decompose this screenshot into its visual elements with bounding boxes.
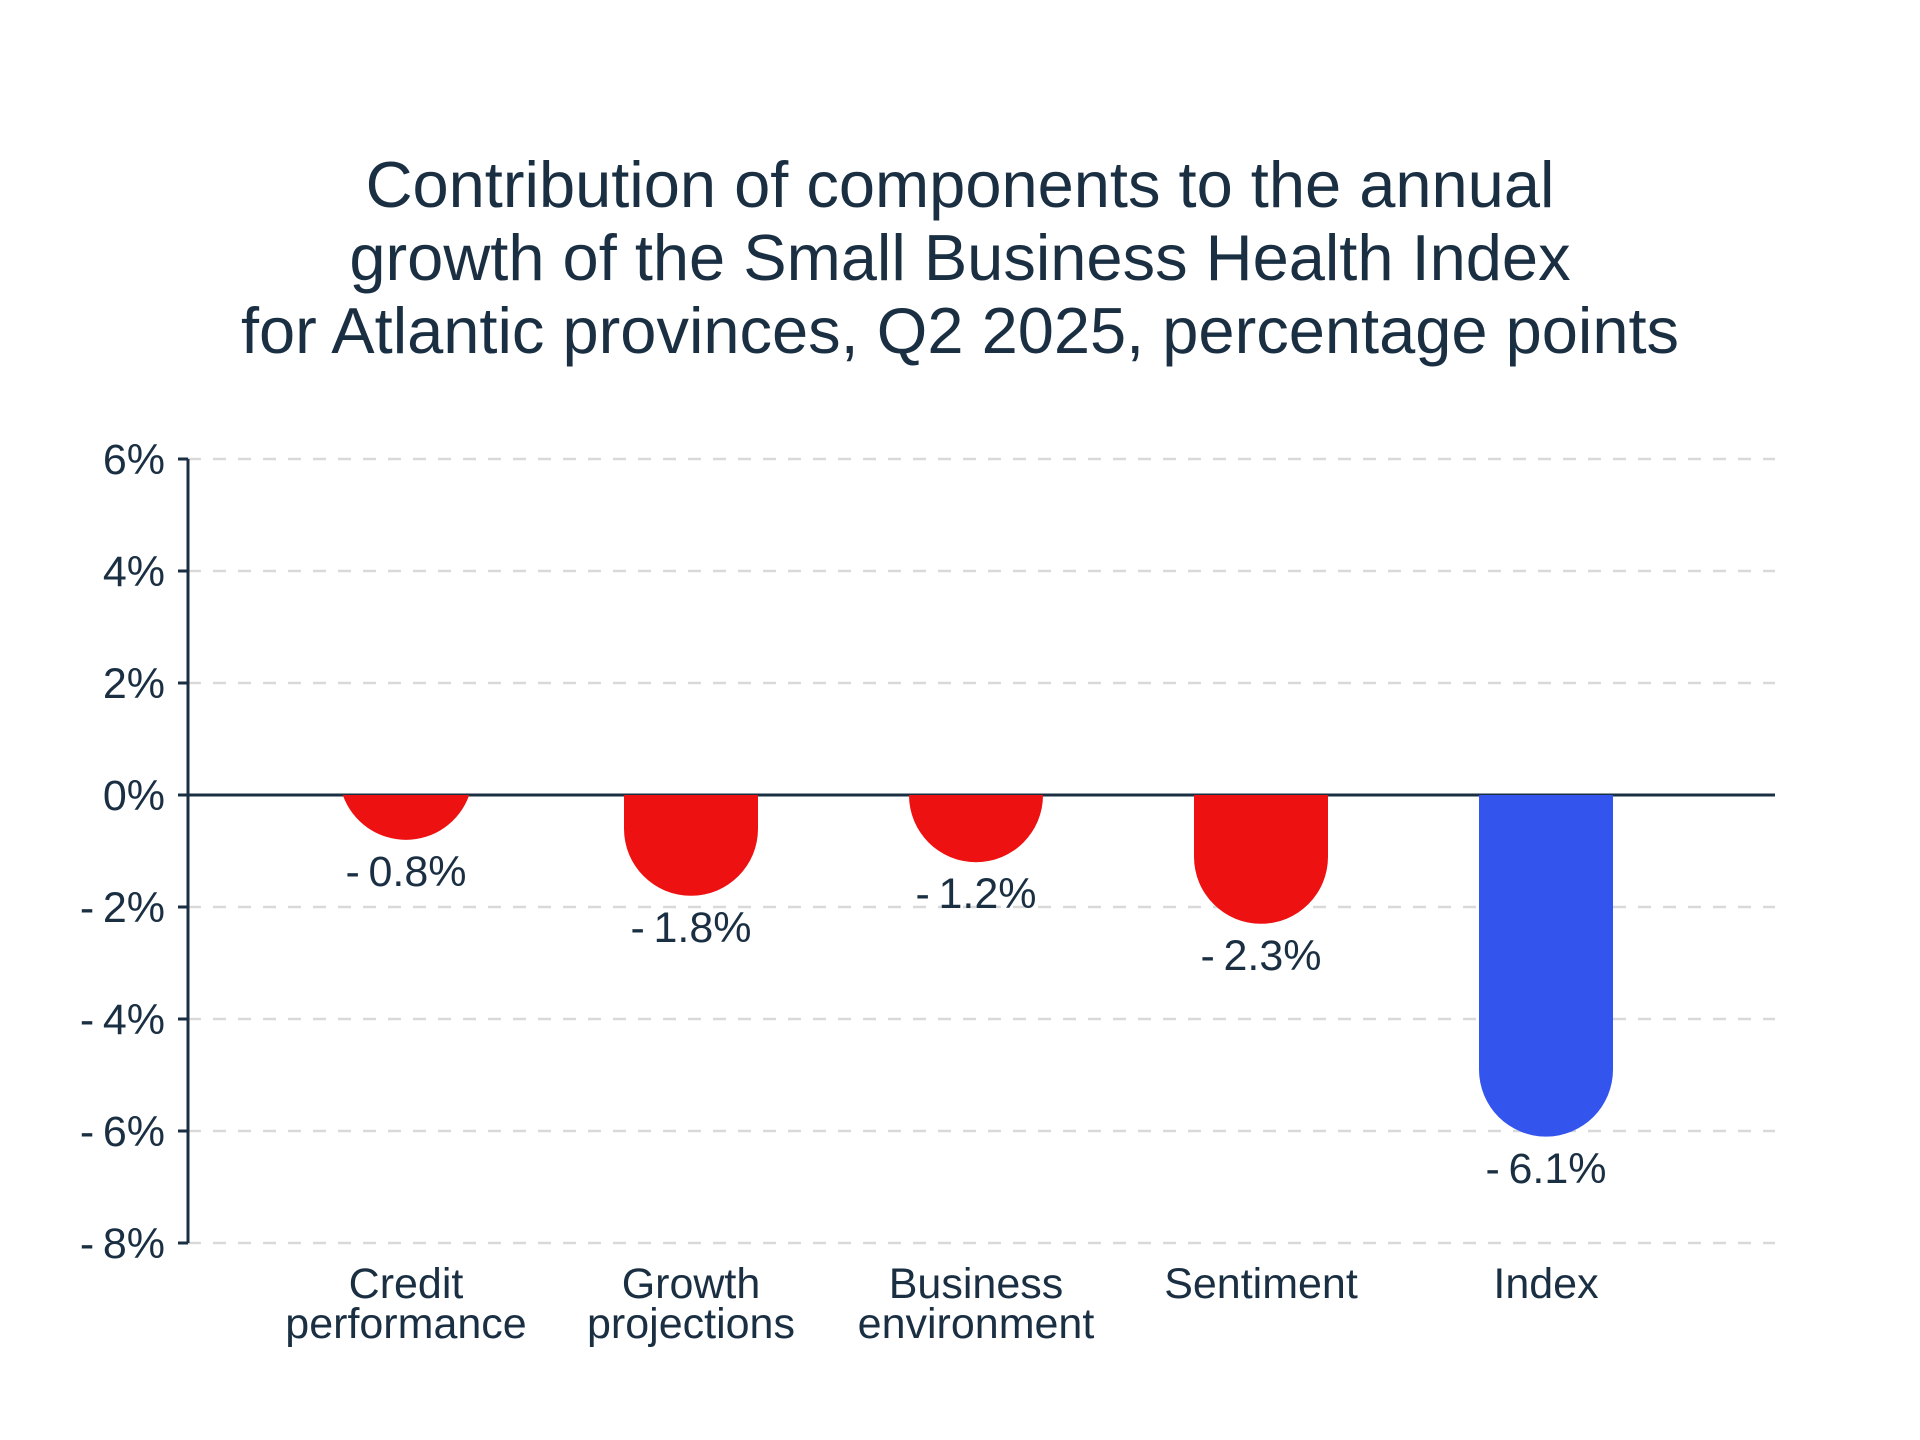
svg-text:performance: performance <box>285 1300 526 1348</box>
svg-text:6%: 6% <box>103 436 165 484</box>
svg-text:- 4%: - 4% <box>80 996 165 1044</box>
svg-text:- 2.3%: - 2.3% <box>1201 932 1322 980</box>
svg-text:- 8%: - 8% <box>80 1220 165 1268</box>
svg-text:- 0.8%: - 0.8% <box>346 848 467 896</box>
svg-text:- 1.8%: - 1.8% <box>631 904 752 952</box>
svg-text:Sentiment: Sentiment <box>1164 1260 1358 1308</box>
svg-text:Index: Index <box>1493 1260 1599 1308</box>
svg-text:0%: 0% <box>103 772 165 820</box>
svg-text:2%: 2% <box>103 660 165 708</box>
svg-text:- 1.2%: - 1.2% <box>916 870 1037 918</box>
svg-text:- 6.1%: - 6.1% <box>1486 1145 1607 1193</box>
svg-text:4%: 4% <box>103 548 165 596</box>
svg-text:environment: environment <box>858 1300 1095 1348</box>
svg-text:projections: projections <box>587 1300 795 1348</box>
svg-text:- 6%: - 6% <box>80 1108 165 1156</box>
svg-text:- 2%: - 2% <box>80 884 165 932</box>
